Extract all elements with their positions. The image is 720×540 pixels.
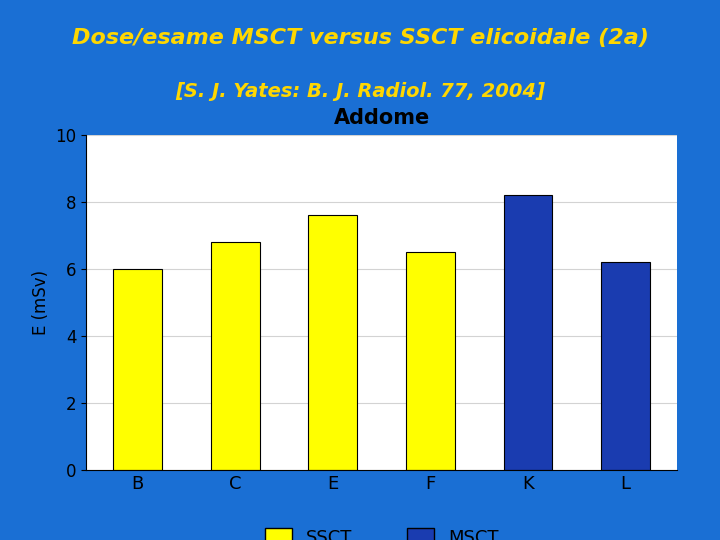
Bar [601, 262, 650, 470]
Y-axis label: E (mSv): E (mSv) [32, 270, 50, 335]
Bar [406, 252, 455, 470]
Bar [211, 242, 260, 470]
Legend: SSCT, MSCT: SSCT, MSCT [257, 521, 506, 540]
Text: Dose/esame MSCT versus SSCT elicoidale (2a): Dose/esame MSCT versus SSCT elicoidale (… [71, 28, 649, 48]
Bar [308, 215, 357, 470]
Text: [S. J. Yates: B. J. Radiol. 77, 2004]: [S. J. Yates: B. J. Radiol. 77, 2004] [175, 82, 545, 102]
Bar [113, 269, 162, 470]
Bar [503, 195, 552, 470]
Title: Addome: Addome [333, 108, 430, 128]
